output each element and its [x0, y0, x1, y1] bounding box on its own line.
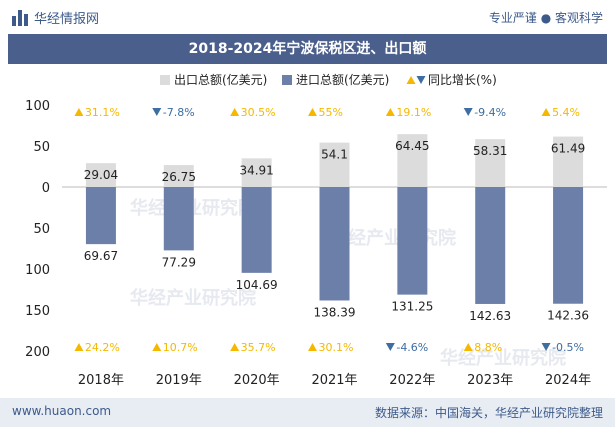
import-value-label: 69.67 — [84, 249, 118, 263]
x-tick-label: 2018年 — [78, 373, 124, 388]
export-growth-label: 5.4% — [552, 106, 580, 119]
import-growth-label: -4.6% — [396, 341, 428, 354]
export-growth-label: -9.4% — [474, 106, 506, 119]
import-bar — [163, 187, 194, 251]
x-tick-label: 2019年 — [156, 373, 202, 388]
legend-label-growth: 同比增长(%) — [428, 73, 497, 87]
export-value-label: 29.04 — [84, 168, 118, 182]
export-bar — [475, 139, 506, 187]
watermark-text: 华经产业研究院 — [440, 347, 566, 369]
up-arrow-icon — [152, 343, 162, 351]
up-arrow-icon — [463, 343, 473, 351]
export-growth-label: 31.1% — [85, 106, 120, 119]
import-growth-label: 35.7% — [241, 341, 276, 354]
y-tick-label: 0 — [42, 181, 50, 196]
bars — [85, 134, 584, 304]
chart-title: 2018-2024年宁波保税区进、出口额 — [8, 34, 607, 64]
import-value-label: 77.29 — [162, 255, 196, 269]
import-bar — [397, 187, 428, 295]
y-tick-label: 50 — [33, 222, 50, 237]
x-tick-label: 2022年 — [389, 373, 435, 388]
export-bar — [553, 136, 584, 187]
legend-down-arrow-icon — [416, 76, 426, 84]
y-tick-label: 100 — [25, 99, 50, 114]
up-arrow-icon — [385, 108, 395, 116]
import-bar — [85, 187, 116, 245]
export-value-label: 61.49 — [551, 142, 585, 156]
import-value-label: 142.36 — [547, 309, 589, 323]
up-arrow-icon — [230, 343, 240, 351]
brand: 华经情报网 — [12, 8, 99, 27]
legend-up-arrow-icon — [406, 76, 416, 84]
export-growth-label: -7.8% — [163, 106, 195, 119]
watermark-text: 华经产业研究院 — [130, 287, 256, 309]
down-arrow-icon — [541, 343, 551, 351]
up-arrow-icon — [230, 108, 240, 116]
up-arrow-icon — [74, 108, 84, 116]
import-value-label: 142.63 — [469, 309, 511, 323]
import-value-label: 104.69 — [236, 278, 278, 292]
brand-logo-icon — [12, 9, 28, 26]
import-growth-label: 10.7% — [163, 341, 198, 354]
export-bar — [241, 158, 272, 187]
up-arrow-icon — [74, 343, 84, 351]
top-bar: 华经情报网 专业严谨 ● 客观科学 — [0, 0, 615, 34]
export-value-label: 34.91 — [239, 163, 273, 177]
down-arrow-icon — [385, 343, 395, 351]
import-growth-label: -0.5% — [552, 341, 584, 354]
export-growth-label: 30.5% — [241, 106, 276, 119]
import-bar — [475, 187, 506, 304]
export-bar — [85, 163, 116, 187]
data-labels: 29.04 69.67 31.1% 24.2% 2018年 26.75 77.29 -7.8%… — [74, 106, 591, 388]
footer-site: www.huaon.com — [12, 404, 112, 418]
import-bar — [241, 187, 272, 273]
chart: 华经产业研究院华经产业研究院华经产业研究院华经产业研究院 出口总额(亿美元)进口… — [25, 72, 607, 388]
export-growth-label: 19.1% — [396, 106, 431, 119]
y-tick-label: 100 — [25, 263, 50, 278]
x-tick-label: 2021年 — [311, 373, 357, 388]
tagline: 专业严谨 ● 客观科学 — [488, 11, 603, 25]
import-growth-label: 30.1% — [319, 341, 354, 354]
y-tick-label: 50 — [33, 140, 50, 155]
down-arrow-icon — [463, 108, 473, 116]
brand-name: 华经情报网 — [34, 12, 100, 27]
export-value-label: 26.75 — [162, 170, 196, 184]
import-bar — [319, 187, 350, 301]
down-arrow-icon — [152, 108, 162, 116]
export-bar — [163, 165, 194, 187]
legend-label-export: 出口总额(亿美元) — [174, 72, 267, 87]
legend-swatch-export — [160, 75, 170, 85]
export-value-label: 64.45 — [395, 139, 429, 153]
export-value-label: 58.31 — [473, 144, 507, 158]
import-growth-label: 24.2% — [85, 341, 120, 354]
import-growth-label: 8.8% — [474, 341, 502, 354]
import-value-label: 131.25 — [391, 300, 433, 314]
legend: 出口总额(亿美元) 进口总额(亿美元) 同比增长(%) — [160, 72, 497, 87]
footer-source: 数据来源：中国海关，华经产业研究院整理 — [374, 406, 603, 420]
import-value-label: 138.39 — [314, 305, 356, 319]
x-tick-label: 2020年 — [234, 373, 280, 388]
legend-swatch-import — [282, 75, 292, 85]
up-arrow-icon — [308, 108, 317, 116]
x-tick-label: 2023年 — [467, 373, 513, 388]
y-tick-label: 200 — [25, 345, 50, 360]
up-arrow-icon — [308, 343, 317, 351]
export-bar — [397, 134, 428, 187]
legend-label-import: 进口总额(亿美元) — [296, 72, 389, 87]
export-growth-label: 55% — [319, 106, 343, 119]
y-tick-label: 150 — [25, 304, 50, 319]
export-value-label: 54.1 — [321, 148, 348, 162]
export-bar — [319, 142, 350, 187]
import-bar — [553, 187, 584, 304]
up-arrow-icon — [541, 108, 551, 116]
x-tick-label: 2024年 — [545, 373, 591, 388]
footer: www.huaon.com 数据来源：中国海关，华经产业研究院整理 — [0, 398, 615, 427]
